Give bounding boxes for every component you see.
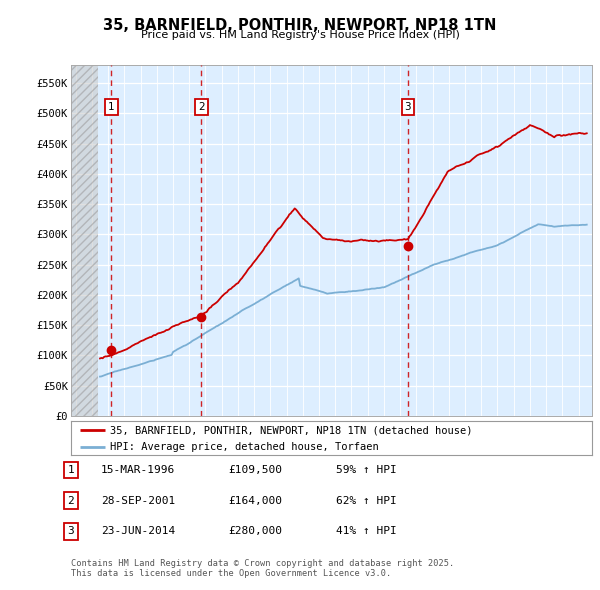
Text: £280,000: £280,000 xyxy=(228,526,282,536)
Text: 59% ↑ HPI: 59% ↑ HPI xyxy=(336,465,397,475)
Text: 15-MAR-1996: 15-MAR-1996 xyxy=(101,465,175,475)
Text: 3: 3 xyxy=(67,526,74,536)
Text: £109,500: £109,500 xyxy=(228,465,282,475)
Text: 35, BARNFIELD, PONTHIR, NEWPORT, NP18 1TN: 35, BARNFIELD, PONTHIR, NEWPORT, NP18 1T… xyxy=(103,18,497,32)
Text: 2: 2 xyxy=(67,496,74,506)
Text: 41% ↑ HPI: 41% ↑ HPI xyxy=(336,526,397,536)
Text: 2: 2 xyxy=(198,102,205,112)
Text: 1: 1 xyxy=(108,102,115,112)
Text: 1: 1 xyxy=(67,465,74,475)
Text: 28-SEP-2001: 28-SEP-2001 xyxy=(101,496,175,506)
Text: Contains HM Land Registry data © Crown copyright and database right 2025.: Contains HM Land Registry data © Crown c… xyxy=(71,559,454,568)
Text: Price paid vs. HM Land Registry's House Price Index (HPI): Price paid vs. HM Land Registry's House … xyxy=(140,30,460,40)
Text: £164,000: £164,000 xyxy=(228,496,282,506)
Text: This data is licensed under the Open Government Licence v3.0.: This data is licensed under the Open Gov… xyxy=(71,569,391,578)
Text: 3: 3 xyxy=(404,102,411,112)
Text: HPI: Average price, detached house, Torfaen: HPI: Average price, detached house, Torf… xyxy=(110,441,379,451)
Text: 23-JUN-2014: 23-JUN-2014 xyxy=(101,526,175,536)
Bar xyxy=(71,65,98,416)
Text: 62% ↑ HPI: 62% ↑ HPI xyxy=(336,496,397,506)
Text: 35, BARNFIELD, PONTHIR, NEWPORT, NP18 1TN (detached house): 35, BARNFIELD, PONTHIR, NEWPORT, NP18 1T… xyxy=(110,425,472,435)
